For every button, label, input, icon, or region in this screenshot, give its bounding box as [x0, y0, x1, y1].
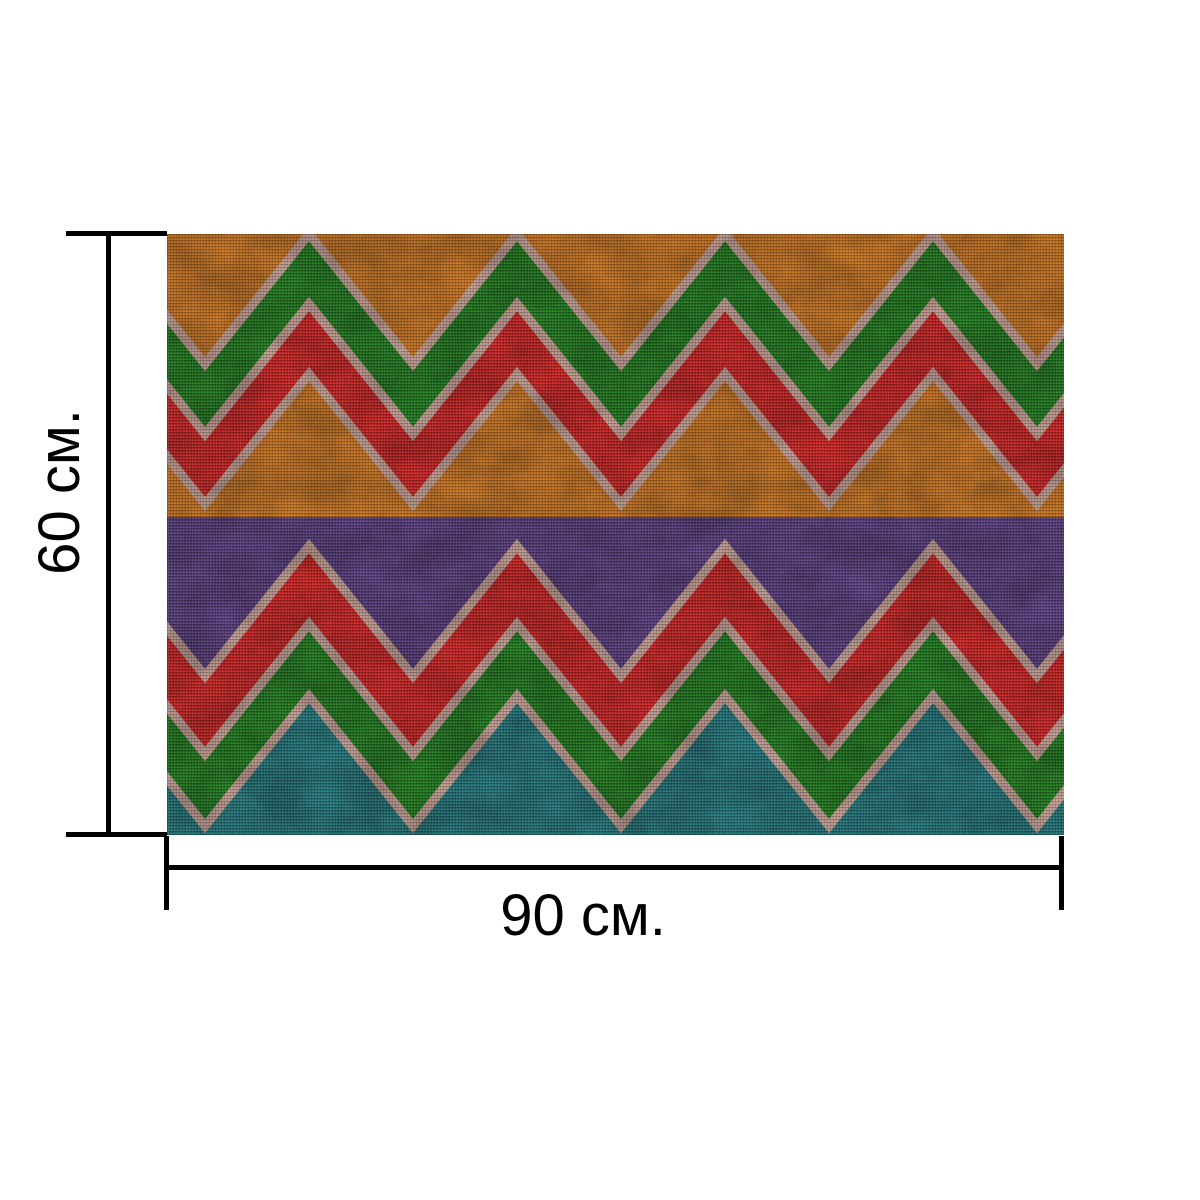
width-dimension-right-tick: [1059, 836, 1064, 910]
chevron-pattern-graphic: [167, 234, 1064, 835]
width-dimension-left-tick: [164, 836, 169, 910]
height-dimension-label: 60 см.: [27, 409, 92, 575]
width-dimension-label: 90 см.: [500, 883, 666, 948]
fabric-grain-overlay: [167, 234, 1064, 835]
height-dimension-bottom-tick: [66, 832, 167, 837]
rug-image: [167, 234, 1064, 835]
height-dimension-top-tick: [66, 231, 167, 236]
width-dimension-line: [167, 865, 1064, 870]
height-dimension-line: [106, 234, 111, 835]
